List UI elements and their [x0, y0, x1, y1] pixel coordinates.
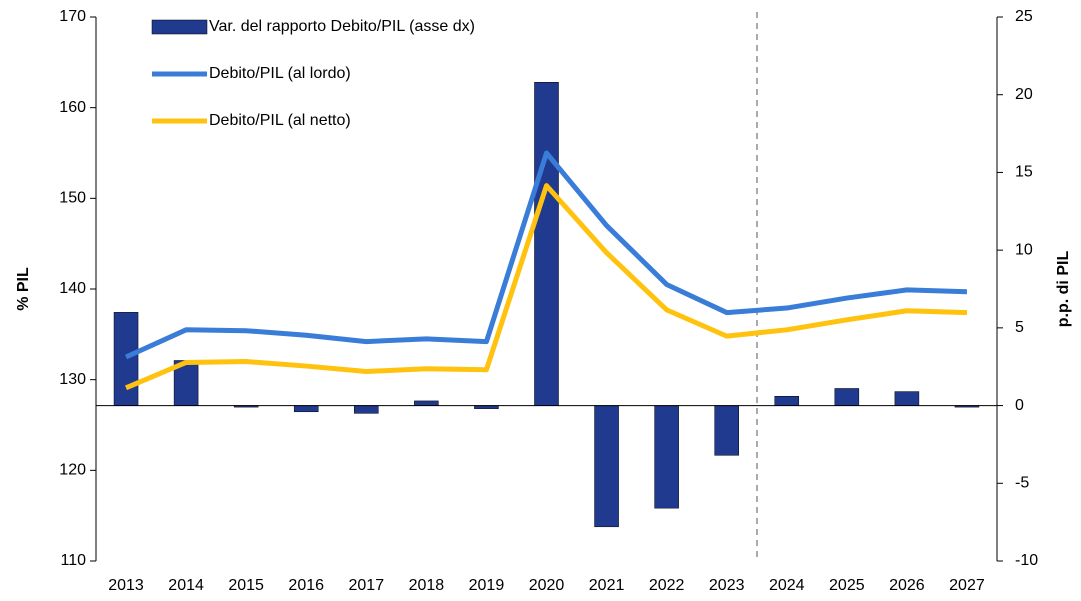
bar: [293, 405, 319, 413]
y2-tick-label: 15: [1015, 164, 1033, 181]
bar: [834, 388, 860, 406]
y-tick-label: 130: [59, 371, 86, 388]
line: [125, 183, 968, 391]
y2-tick-label: -10: [1015, 552, 1038, 569]
y2-tick-label: 10: [1015, 241, 1033, 258]
x-tick-label: 2025: [829, 577, 865, 594]
bar: [354, 405, 379, 414]
y-axis-label: % PIL: [15, 267, 32, 311]
line: [125, 150, 968, 360]
y2-tick-label: -5: [1015, 475, 1029, 492]
y-tick-label: 110: [60, 552, 86, 569]
y2-tick-label: 25: [1015, 8, 1033, 25]
bar: [534, 82, 559, 406]
y-tick-label: 160: [59, 99, 86, 116]
x-tick-label: 2027: [949, 577, 985, 594]
x-tick-label: 2019: [469, 577, 505, 594]
y-tick-label: 150: [59, 190, 86, 207]
legend-label: Debito/PIL (al lordo): [209, 65, 351, 82]
y2-axis-label: p.p. di PIL: [1055, 251, 1072, 328]
bar: [594, 405, 619, 528]
y2-tick-label: 20: [1015, 86, 1033, 103]
bar: [894, 391, 920, 406]
x-tick-label: 2016: [288, 577, 324, 594]
bar: [113, 312, 139, 406]
bar: [654, 405, 679, 509]
x-tick-label: 2014: [168, 577, 204, 594]
y-tick-label: 140: [59, 280, 86, 297]
legend-label: Var. del rapporto Debito/PIL (asse dx): [209, 18, 475, 35]
bar: [414, 400, 439, 406]
legend-swatch: [151, 19, 208, 35]
y2-tick-label: 5: [1015, 319, 1024, 336]
y2-tick-label: 0: [1015, 397, 1024, 414]
legend-label: Debito/PIL (al netto): [209, 112, 351, 129]
x-tick-label: 2015: [228, 577, 264, 594]
x-tick-label: 2020: [529, 577, 565, 594]
x-tick-label: 2013: [108, 577, 144, 594]
x-tick-label: 2017: [349, 577, 385, 594]
x-tick-label: 2026: [889, 577, 925, 594]
y-tick-label: 170: [59, 8, 86, 25]
bar: [774, 395, 800, 406]
x-tick-label: 2024: [769, 577, 805, 594]
bar: [714, 405, 739, 456]
x-tick-label: 2022: [649, 577, 685, 594]
x-tick-label: 2021: [589, 577, 625, 594]
x-tick-label: 2018: [409, 577, 445, 594]
y-tick-label: 120: [59, 462, 86, 479]
x-tick-label: 2023: [709, 577, 745, 594]
